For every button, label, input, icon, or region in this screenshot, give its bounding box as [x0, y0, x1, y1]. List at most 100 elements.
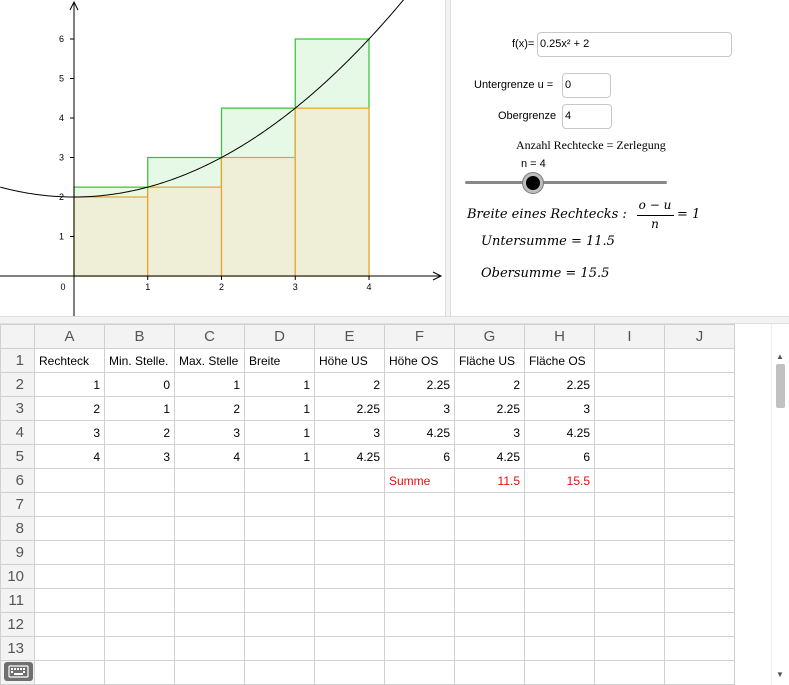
- cell-h14[interactable]: [524, 660, 595, 685]
- cell-b13[interactable]: [104, 636, 175, 661]
- cell-b5[interactable]: 3: [104, 444, 175, 469]
- cell-e10[interactable]: [314, 564, 385, 589]
- cell-f7[interactable]: [384, 492, 455, 517]
- cell-f3[interactable]: 3: [384, 396, 455, 421]
- cell-a9[interactable]: [34, 540, 105, 565]
- cell-g13[interactable]: [454, 636, 525, 661]
- row-header[interactable]: 1: [0, 348, 35, 373]
- cell-c14[interactable]: [174, 660, 245, 685]
- obergrenze-input[interactable]: 4: [562, 104, 612, 129]
- row-header[interactable]: 5: [0, 444, 35, 469]
- cell-a2[interactable]: 1: [34, 372, 105, 397]
- cell-f6[interactable]: Summe: [384, 468, 455, 493]
- cell-i12[interactable]: [594, 612, 665, 637]
- column-header-f[interactable]: F: [384, 324, 455, 349]
- cell-c2[interactable]: 1: [174, 372, 245, 397]
- cell-a10[interactable]: [34, 564, 105, 589]
- cell-e2[interactable]: 2: [314, 372, 385, 397]
- cell-j3[interactable]: [664, 396, 735, 421]
- cell-i7[interactable]: [594, 492, 665, 517]
- cell-j1[interactable]: [664, 348, 735, 373]
- cell-d14[interactable]: [244, 660, 315, 685]
- cell-g7[interactable]: [454, 492, 525, 517]
- row-header[interactable]: 3: [0, 396, 35, 421]
- untergrenze-input[interactable]: 0: [562, 73, 611, 98]
- scroll-up-icon[interactable]: ▲: [776, 352, 784, 361]
- cell-h2[interactable]: 2.25: [524, 372, 595, 397]
- cell-g5[interactable]: 4.25: [454, 444, 525, 469]
- cell-d5[interactable]: 1: [244, 444, 315, 469]
- keyboard-button[interactable]: [4, 662, 33, 681]
- cell-j4[interactable]: [664, 420, 735, 445]
- cell-d11[interactable]: [244, 588, 315, 613]
- cell-e4[interactable]: 3: [314, 420, 385, 445]
- cell-e13[interactable]: [314, 636, 385, 661]
- column-header-b[interactable]: B: [104, 324, 175, 349]
- cell-b10[interactable]: [104, 564, 175, 589]
- cell-c4[interactable]: 3: [174, 420, 245, 445]
- column-header-c[interactable]: C: [174, 324, 245, 349]
- cell-h11[interactable]: [524, 588, 595, 613]
- cell-a4[interactable]: 3: [34, 420, 105, 445]
- vertical-scrollbar[interactable]: ▲ ▼: [771, 324, 789, 685]
- cell-c10[interactable]: [174, 564, 245, 589]
- cell-i8[interactable]: [594, 516, 665, 541]
- cell-d10[interactable]: [244, 564, 315, 589]
- cell-f13[interactable]: [384, 636, 455, 661]
- view-divider[interactable]: [445, 0, 451, 316]
- cell-h1[interactable]: Fläche OS: [524, 348, 595, 373]
- cell-j6[interactable]: [664, 468, 735, 493]
- cell-b9[interactable]: [104, 540, 175, 565]
- cell-d2[interactable]: 1: [244, 372, 315, 397]
- cell-e11[interactable]: [314, 588, 385, 613]
- cell-a7[interactable]: [34, 492, 105, 517]
- sheet-corner[interactable]: [0, 324, 35, 349]
- cell-d4[interactable]: 1: [244, 420, 315, 445]
- cell-b6[interactable]: [104, 468, 175, 493]
- cell-j13[interactable]: [664, 636, 735, 661]
- cell-h13[interactable]: [524, 636, 595, 661]
- cell-f1[interactable]: Höhe OS: [384, 348, 455, 373]
- cell-g11[interactable]: [454, 588, 525, 613]
- cell-j14[interactable]: [664, 660, 735, 685]
- row-header[interactable]: 12: [0, 612, 35, 637]
- cell-b14[interactable]: [104, 660, 175, 685]
- cell-d3[interactable]: 1: [244, 396, 315, 421]
- cell-a5[interactable]: 4: [34, 444, 105, 469]
- cell-g4[interactable]: 3: [454, 420, 525, 445]
- cell-f12[interactable]: [384, 612, 455, 637]
- cell-b11[interactable]: [104, 588, 175, 613]
- row-header[interactable]: 6: [0, 468, 35, 493]
- cell-h9[interactable]: [524, 540, 595, 565]
- cell-e8[interactable]: [314, 516, 385, 541]
- row-header[interactable]: 8: [0, 516, 35, 541]
- cell-i6[interactable]: [594, 468, 665, 493]
- cell-j9[interactable]: [664, 540, 735, 565]
- cell-j10[interactable]: [664, 564, 735, 589]
- cell-j7[interactable]: [664, 492, 735, 517]
- cell-h4[interactable]: 4.25: [524, 420, 595, 445]
- horizontal-divider[interactable]: [0, 316, 789, 324]
- cell-i1[interactable]: [594, 348, 665, 373]
- cell-h3[interactable]: 3: [524, 396, 595, 421]
- cell-h12[interactable]: [524, 612, 595, 637]
- cell-b8[interactable]: [104, 516, 175, 541]
- cell-g12[interactable]: [454, 612, 525, 637]
- cell-b7[interactable]: [104, 492, 175, 517]
- cell-c5[interactable]: 4: [174, 444, 245, 469]
- cell-j2[interactable]: [664, 372, 735, 397]
- cell-g10[interactable]: [454, 564, 525, 589]
- cell-g1[interactable]: Fläche US: [454, 348, 525, 373]
- cell-d8[interactable]: [244, 516, 315, 541]
- cell-j12[interactable]: [664, 612, 735, 637]
- cell-d9[interactable]: [244, 540, 315, 565]
- cell-e3[interactable]: 2.25: [314, 396, 385, 421]
- cell-d13[interactable]: [244, 636, 315, 661]
- column-header-g[interactable]: G: [454, 324, 525, 349]
- cell-a1[interactable]: Rechteck: [34, 348, 105, 373]
- cell-f10[interactable]: [384, 564, 455, 589]
- scroll-down-icon[interactable]: ▼: [776, 670, 784, 679]
